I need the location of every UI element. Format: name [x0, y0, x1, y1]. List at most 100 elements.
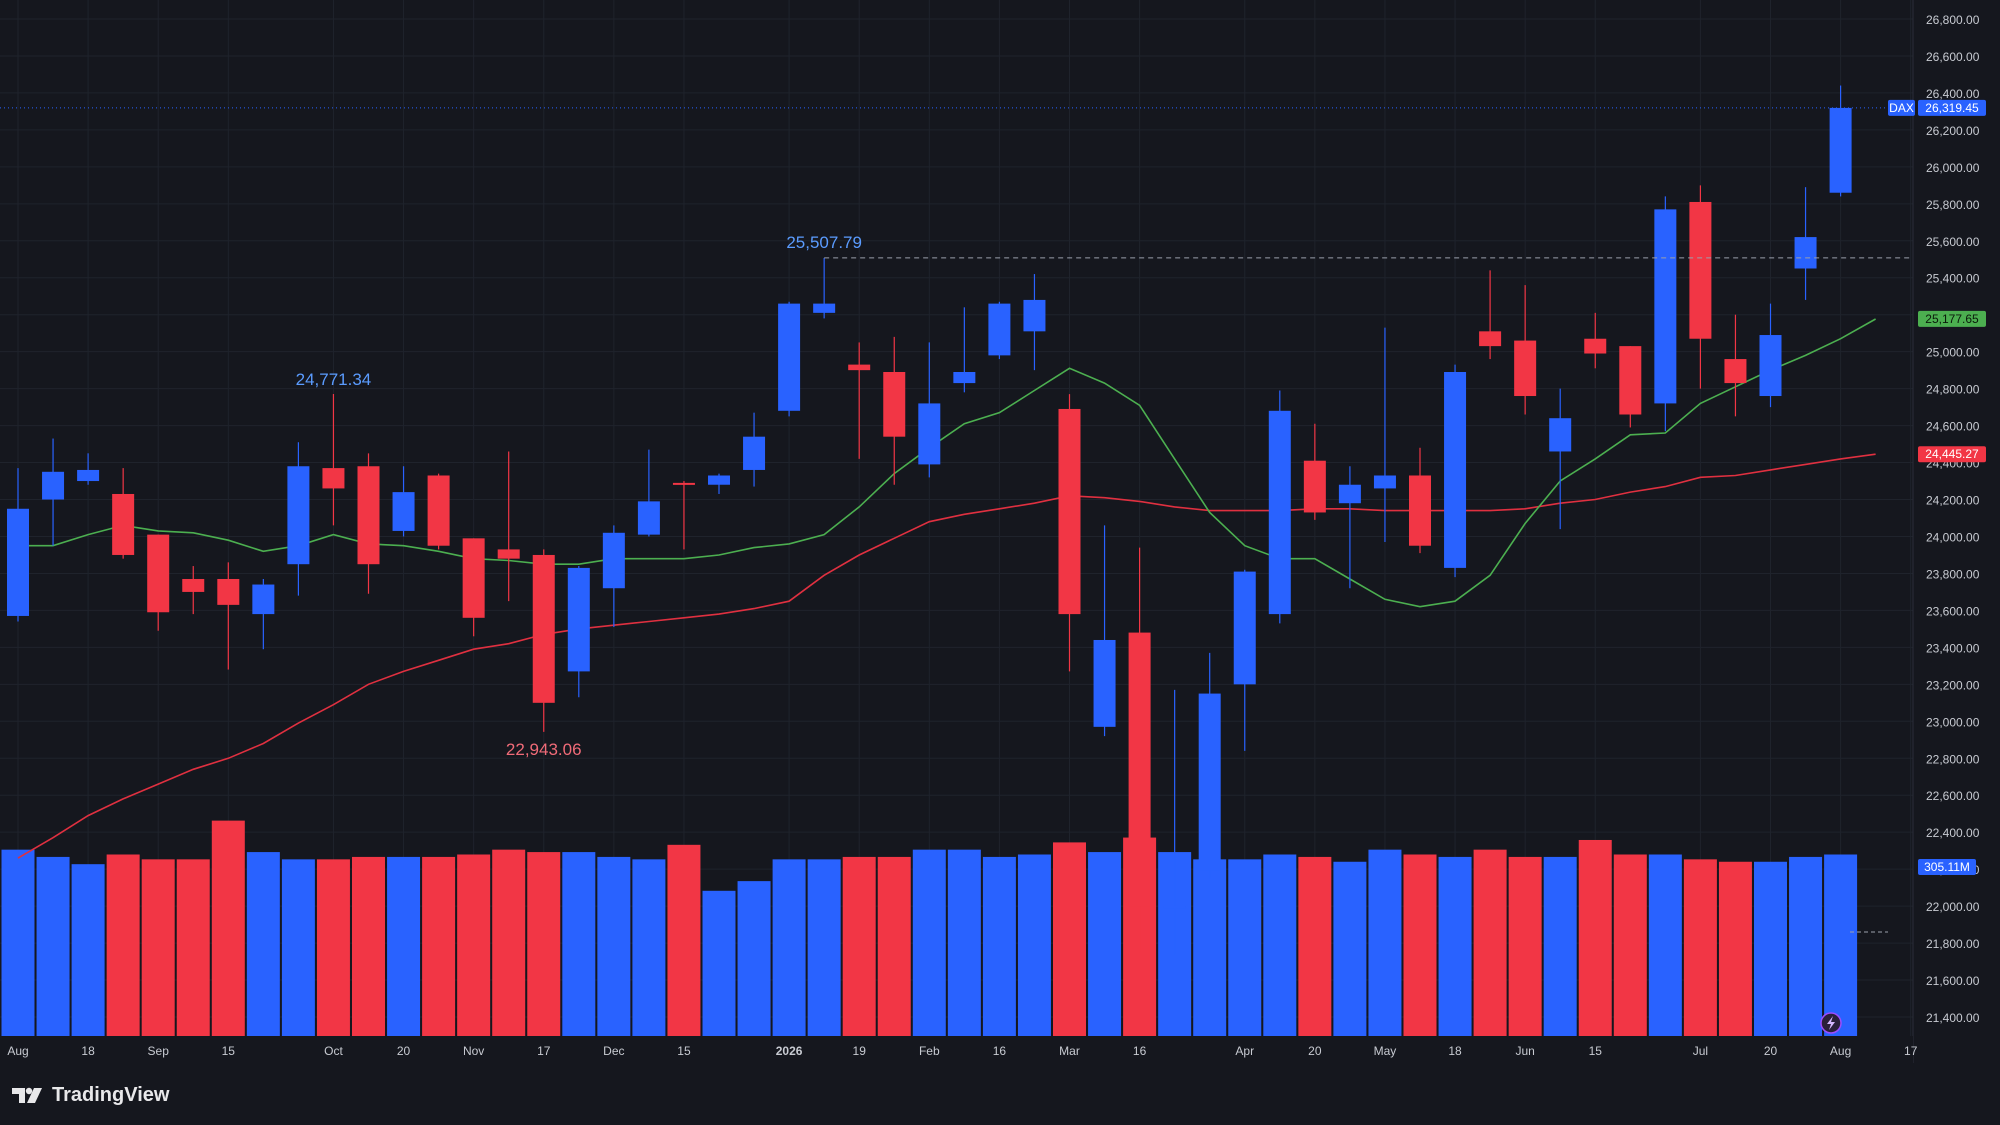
price-tick-label: 22,600.00	[1926, 789, 1980, 803]
replay-icon[interactable]	[1820, 1012, 1842, 1034]
volume-bar	[527, 852, 561, 1036]
price-tick-label: 26,400.00	[1926, 87, 1980, 101]
moving-averages	[17, 318, 1876, 859]
symbol-tag-background	[1888, 99, 1915, 116]
volume-bar	[176, 859, 210, 1036]
price-tick-label: 25,800.00	[1926, 198, 1980, 212]
candle-body	[1584, 338, 1607, 354]
price-axis-panel[interactable]	[1913, 0, 2000, 1063]
last-price-label: 26,319.45	[1925, 101, 1979, 115]
moving-average-slow	[17, 453, 1876, 859]
tradingview-logo[interactable]: TradingView	[12, 1080, 169, 1110]
ma-slow-label-background	[1918, 446, 1986, 463]
price-tick-label: 24,200.00	[1926, 494, 1980, 508]
volume-bar	[1228, 859, 1262, 1036]
volume-bar	[702, 890, 736, 1036]
time-tick-label: Apr	[1235, 1044, 1254, 1058]
time-tick-label: Dec	[603, 1044, 624, 1058]
volume-bar	[1789, 856, 1823, 1036]
candle-body	[708, 475, 730, 485]
last-price-label-background	[1918, 99, 1986, 116]
candle-body	[1128, 632, 1151, 907]
volume-bar	[1508, 856, 1542, 1036]
candle-body	[848, 364, 871, 371]
volume-bar	[1754, 861, 1787, 1036]
time-tick-label: 18	[81, 1044, 95, 1058]
candle-body	[813, 303, 836, 313]
time-axis-panel[interactable]	[0, 1036, 1913, 1063]
volume-bar	[71, 864, 105, 1036]
candle-body	[77, 469, 100, 482]
candles	[7, 85, 1852, 955]
volume-bar	[1403, 854, 1437, 1036]
price-tick-label: 25,400.00	[1926, 272, 1980, 286]
time-axis[interactable]: Aug 18 Sep 15 Oct 20 Nov 17 Dec 15 2026 19 Feb 16 Mar 1…	[7, 1044, 1917, 1058]
candle-body	[672, 482, 695, 485]
brand-name: TradingView	[52, 1083, 170, 1106]
candle-body	[953, 371, 976, 384]
candle-body	[1689, 201, 1712, 339]
volume-label-background	[1918, 859, 1976, 875]
volume-bar	[1718, 861, 1752, 1036]
price-tick-label: 22,400.00	[1926, 826, 1980, 840]
volume-bar	[211, 820, 245, 1036]
volume-label: 305.11M	[1924, 860, 1970, 874]
volume-bar	[842, 856, 876, 1036]
time-tick-label: Mar	[1059, 1044, 1080, 1058]
time-tick-label: 15	[222, 1044, 236, 1058]
volume-bar	[106, 854, 140, 1036]
volume-bar	[947, 849, 981, 1036]
candle-body	[1373, 475, 1396, 489]
time-tick-label: 19	[853, 1044, 867, 1058]
candle-body	[1829, 107, 1852, 193]
volume-bar	[422, 856, 456, 1036]
volume-bar	[281, 859, 315, 1036]
price-tick-label: 21,600.00	[1926, 974, 1980, 988]
price-guides	[0, 107, 1913, 933]
price-tick-label: 25,600.00	[1926, 235, 1980, 249]
time-tick-label: 15	[1589, 1044, 1603, 1058]
symbol-tag: DAX	[1889, 101, 1914, 115]
price-tick-label: 22,000.00	[1926, 900, 1980, 914]
volume-bar	[141, 859, 175, 1036]
time-tick-label: Sep	[148, 1044, 170, 1058]
candle-body	[287, 466, 310, 565]
volume-bar	[1438, 856, 1472, 1036]
volume-bar	[36, 856, 70, 1036]
candle-body	[1619, 346, 1642, 415]
volume-bar	[737, 881, 771, 1036]
candle-body	[182, 578, 205, 592]
candle-body	[497, 549, 520, 559]
time-tick-label: 17	[537, 1044, 551, 1058]
time-tick-label: 20	[1308, 1044, 1322, 1058]
candle-body	[1759, 335, 1782, 397]
volume-bar	[632, 859, 666, 1036]
price-scale-labels: DAX 26,319.45 25,177.65 24,445.27 305.11M	[1888, 99, 1986, 875]
time-tick-label: 20	[397, 1044, 411, 1058]
volume-bar	[1824, 854, 1858, 1036]
price-tick-label: 25,000.00	[1926, 346, 1980, 360]
candle-body	[602, 532, 625, 589]
volume-bar	[246, 852, 280, 1036]
candle-body	[1233, 571, 1256, 685]
time-tick-label: Jun	[1515, 1044, 1534, 1058]
volume-bar	[982, 856, 1016, 1036]
volume-bars	[1, 820, 1858, 1036]
candle-body	[1409, 475, 1431, 546]
candle-body	[1338, 484, 1361, 504]
volume-bar	[1088, 852, 1122, 1036]
volume-bar	[1368, 849, 1402, 1036]
price-tick-label: 26,600.00	[1926, 50, 1980, 64]
candle-body	[1093, 639, 1116, 727]
price-tick-label: 23,200.00	[1926, 678, 1980, 692]
volume-bar	[912, 849, 946, 1036]
volume-bar	[457, 854, 491, 1036]
candle-body	[918, 403, 941, 465]
candle-body	[1724, 359, 1747, 384]
candle-body	[1303, 460, 1326, 513]
candle-body	[357, 466, 380, 565]
candle-body	[1549, 418, 1572, 452]
candle-body	[567, 567, 590, 672]
candle-body	[988, 303, 1011, 356]
